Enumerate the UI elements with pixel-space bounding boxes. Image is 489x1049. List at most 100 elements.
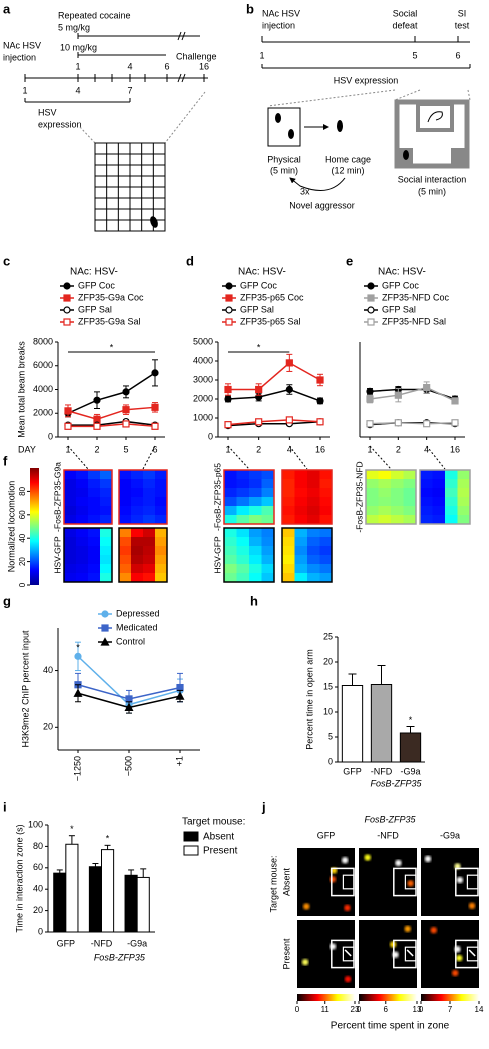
colorbar-tick-label: 0 [18, 582, 27, 587]
heatmap-cell [261, 528, 275, 538]
label: HSV expression [334, 75, 399, 85]
heatmap-cell [131, 497, 144, 507]
heatmap-cell [391, 479, 404, 489]
chart-title: NAc: HSV- [238, 267, 286, 278]
heatmap-cell [143, 515, 156, 525]
marker [255, 418, 263, 426]
heatmap-spot [301, 958, 309, 966]
link-line [426, 445, 446, 470]
y-tick-label: 4000 [193, 355, 213, 365]
y-tick-label: 0 [38, 926, 43, 936]
legend-label: ZFP35-NFD Sal [382, 316, 446, 326]
y-tick-label: 2000 [193, 393, 213, 403]
x-tick-label: 5 [123, 444, 128, 454]
label: HSV [38, 107, 57, 117]
row-label: -FosB-ZFP35-G9a [52, 462, 62, 532]
heatmap-cell [282, 506, 295, 516]
row-label: HSV-GFP [212, 536, 222, 574]
bar [370, 684, 393, 763]
heatmap-spot [395, 859, 402, 867]
heatmap-cell [261, 488, 275, 498]
significance-star: * [257, 342, 261, 352]
heatmap-cell [64, 528, 77, 538]
x-tick-label: 16 [450, 444, 460, 454]
label: (12 min) [331, 165, 364, 175]
legend-marker [225, 294, 233, 302]
legend-title: Target mouse: [182, 817, 245, 828]
heatmap-cell [131, 537, 144, 547]
legend-label: GFP Coc [240, 280, 277, 290]
heatmap-cell [76, 515, 89, 525]
heatmap-cell [76, 506, 89, 516]
heatmap-spot [344, 975, 352, 983]
y-tick-label: 6000 [33, 360, 53, 370]
heatmap-cell [224, 479, 237, 489]
heatmap-cell [155, 546, 168, 556]
heatmap-cell [307, 537, 320, 547]
colorbar-label: Normalized locomotion [6, 481, 16, 573]
heatmap-cell [143, 488, 156, 498]
significance-star: * [409, 715, 413, 725]
marker [423, 420, 431, 428]
heatmap-cell [88, 515, 101, 525]
heatmap-cell [366, 515, 379, 525]
x-tick-label: 6 [152, 444, 157, 454]
legend-marker [101, 624, 109, 632]
column-label: -G9a [440, 830, 460, 840]
heatmap-cell [224, 515, 237, 525]
significance-star: * [76, 642, 80, 652]
column-label: -NFD [377, 830, 399, 840]
label: Social [393, 8, 418, 18]
heatmap-cell [432, 479, 446, 489]
heatmap-cell [100, 470, 113, 480]
heatmap-spot [303, 903, 310, 910]
label: Social interaction [398, 174, 467, 184]
heatmap-cell [100, 497, 113, 507]
heatmap-cell [131, 479, 144, 489]
heatmap-cell [88, 479, 101, 489]
y-tick-label: 0 [48, 431, 53, 441]
heatmap-cell [236, 479, 250, 489]
heatmap-cell [224, 506, 237, 516]
heatmap-cell [143, 573, 156, 583]
heatmap-cell [294, 564, 308, 574]
heatmap-cell [403, 506, 417, 516]
heatmap-cell [76, 555, 89, 565]
heatmap-cell [307, 515, 320, 525]
heatmap-cell [131, 515, 144, 525]
legend-marker [63, 282, 71, 290]
panel-label: i [3, 799, 7, 814]
marker [122, 420, 130, 428]
heatmap-cell [119, 515, 132, 525]
x-tick-label: 4 [424, 444, 429, 454]
heatmap-cell [236, 546, 250, 556]
x-tick-label: −500 [123, 756, 133, 776]
heatmap-cell [378, 497, 392, 507]
y-tick-label: 8000 [33, 336, 53, 346]
series-line [67, 406, 156, 420]
heatmap-cell [249, 506, 262, 516]
series-line [227, 419, 321, 426]
heatmap-cell [143, 546, 156, 556]
marker [423, 384, 431, 392]
x-tick-label: -NFD [371, 766, 393, 776]
heatmap-border [281, 469, 333, 525]
zoom-line [164, 91, 206, 144]
marker [151, 403, 159, 411]
row-title: Target mouse: [268, 855, 278, 912]
significance-star: * [70, 824, 74, 834]
heatmap-cell [432, 506, 446, 516]
panel-label: h [250, 593, 258, 608]
link-line [369, 445, 392, 470]
x-tick-label: -G9a [127, 938, 147, 948]
label: Challenge [176, 51, 217, 61]
heatmap-cell [224, 497, 237, 507]
marker [64, 422, 72, 430]
label: test [455, 20, 470, 30]
legend-label: ZFP35-G9a Sal [78, 316, 141, 326]
heatmap-cell [155, 515, 168, 525]
heatmap-border [63, 469, 113, 525]
marker [451, 397, 459, 405]
heatmap-cell [366, 479, 379, 489]
row-label: HSV-GFP [52, 536, 62, 574]
